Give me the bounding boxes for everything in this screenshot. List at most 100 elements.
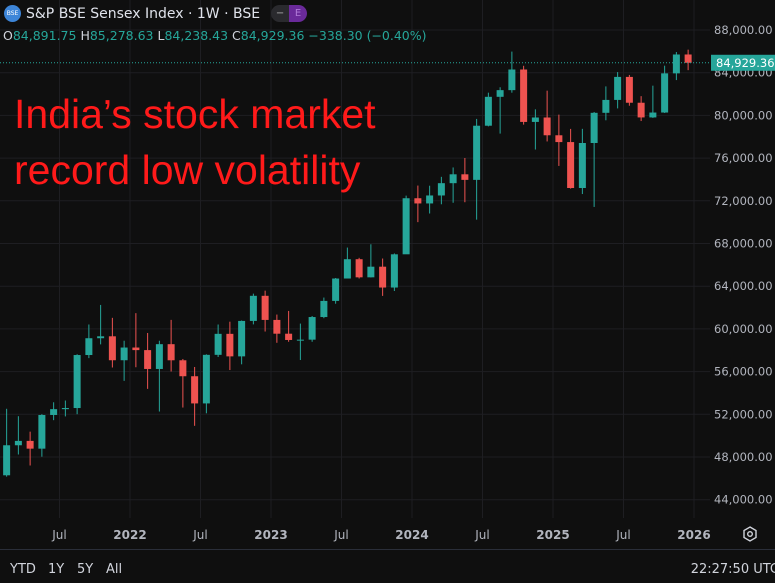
low-value: 84,238.43 — [164, 28, 229, 43]
candle-body — [50, 409, 58, 415]
candle-body — [531, 117, 539, 122]
y-tick-label: 72,000.00 — [714, 194, 773, 208]
candle-body — [226, 333, 234, 357]
candle-body — [14, 440, 22, 446]
candle-body — [578, 142, 586, 189]
candle-body — [332, 278, 340, 301]
gear-icon[interactable] — [742, 526, 758, 542]
candle-body — [155, 344, 163, 369]
candle-body — [26, 440, 34, 449]
change-value: −338.30 (−0.40%) — [308, 28, 427, 43]
candle-body — [285, 333, 293, 340]
caption-line-2: record low volatility — [14, 147, 361, 193]
candle-body — [555, 135, 563, 143]
candle-body — [202, 354, 210, 404]
y-tick-label: 52,000.00 — [714, 407, 773, 421]
status-pill[interactable]: − E — [271, 5, 308, 22]
candle-body — [191, 376, 199, 404]
candle-body — [496, 90, 504, 97]
candle-body — [614, 76, 622, 100]
candle-body — [625, 76, 633, 103]
range-ytd[interactable]: YTD — [10, 562, 36, 577]
y-tick-label: 88,000.00 — [714, 23, 773, 37]
candle-body — [238, 320, 246, 357]
candle-body — [3, 445, 11, 476]
x-tick-label: Jul — [474, 528, 489, 542]
candle-body — [672, 54, 680, 74]
x-tick-label: 2024 — [395, 528, 428, 542]
bse-logo: BSE — [4, 5, 21, 22]
overlay-caption: India’s stock market record low volatili… — [14, 86, 376, 198]
candle-body — [484, 96, 492, 126]
pill-left[interactable]: − — [271, 5, 290, 22]
candle-body — [343, 259, 351, 279]
y-tick-label: 68,000.00 — [714, 237, 773, 251]
y-tick-label: 56,000.00 — [714, 365, 773, 379]
candle-body — [132, 347, 140, 351]
last-price-badge — [711, 54, 775, 71]
candle-body — [449, 174, 457, 184]
y-tick-label: 80,000.00 — [714, 108, 773, 122]
candle-body — [355, 259, 363, 278]
price-chart[interactable]: 44,000.00 48,000.00 52,000.00 56,000.00 60,0… — [0, 0, 775, 549]
candle-body — [120, 347, 128, 361]
y-tick-label: 60,000.00 — [714, 322, 773, 336]
x-tick-label: 2025 — [536, 528, 569, 542]
candle-body — [426, 195, 434, 204]
candle-body — [38, 414, 46, 449]
x-tick-label: 2022 — [113, 528, 146, 542]
candle-body — [379, 266, 387, 288]
x-tick-label: Jul — [333, 528, 348, 542]
last-price-label: 84,929.36 — [716, 56, 775, 70]
candle-body — [461, 174, 469, 180]
bottom-toolbar: YTD 1Y 5Y All 22:27:50 UTC — [0, 549, 775, 583]
candle-body — [273, 319, 281, 334]
y-tick-label: 48,000.00 — [714, 450, 773, 464]
candle-body — [590, 112, 598, 143]
x-tick-label: Jul — [192, 528, 207, 542]
candle-body — [144, 350, 152, 369]
candle-body — [402, 198, 410, 255]
pill-right[interactable]: E — [289, 5, 308, 22]
symbol-title[interactable]: S&P BSE Sensex Index · 1W · BSE — [26, 5, 261, 22]
open-label: O — [3, 28, 13, 43]
candle-body — [390, 254, 398, 288]
candle-body — [320, 300, 328, 318]
candle-body — [637, 102, 645, 118]
close-label: C — [232, 28, 241, 43]
candle-body — [179, 360, 187, 377]
x-tick-label: 2026 — [677, 528, 710, 542]
candle-body — [85, 338, 93, 356]
candle-body — [214, 333, 222, 355]
caption-line-1: India’s stock market — [14, 91, 376, 137]
candle-body — [414, 198, 422, 204]
close-value: 84,929.36 — [240, 28, 305, 43]
candle-body — [543, 117, 551, 136]
range-1y[interactable]: 1Y — [48, 562, 65, 577]
candle-body — [367, 266, 375, 278]
y-tick-label: 44,000.00 — [714, 493, 773, 507]
range-all[interactable]: All — [106, 562, 123, 577]
candle-body — [473, 125, 481, 180]
clock: 22:27:50 UTC — [690, 562, 775, 577]
low-label: L — [157, 28, 165, 43]
candle-body — [508, 69, 516, 91]
high-label: H — [80, 28, 90, 43]
candle-body — [649, 112, 657, 118]
candle-body — [684, 54, 692, 63]
candle-body — [261, 295, 269, 320]
range-5y[interactable]: 5Y — [77, 562, 94, 577]
candle-body — [249, 295, 257, 321]
ohlc-legend: O84,891.75 H85,278.63 L84,238.43 C84,929… — [3, 28, 427, 43]
candle-body — [308, 317, 316, 340]
candle-body — [73, 355, 81, 409]
candle-body — [61, 408, 69, 410]
candle-body — [437, 183, 445, 196]
candle-body — [108, 336, 116, 361]
y-tick-label: 64,000.00 — [714, 279, 773, 293]
x-tick-label: 2023 — [254, 528, 287, 542]
candle-body — [602, 99, 610, 113]
x-tick-label: Jul — [615, 528, 630, 542]
candle-body — [661, 73, 669, 113]
x-tick-label: Jul — [51, 528, 66, 542]
